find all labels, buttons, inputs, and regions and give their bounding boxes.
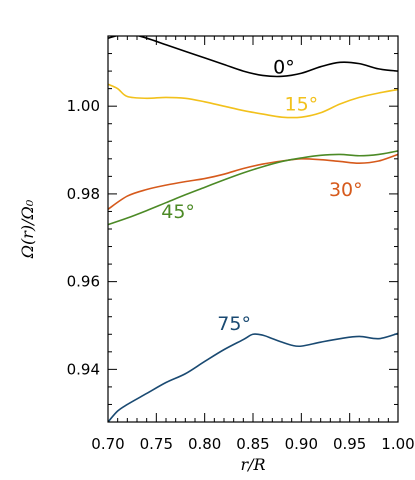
series-label-4: 75°	[217, 313, 251, 335]
series-line-0	[108, 36, 398, 78]
x-tick-label: 0.80	[188, 435, 221, 453]
series-label-1: 15°	[284, 94, 318, 116]
series-lines	[108, 36, 398, 422]
x-tick-label: 0.85	[236, 435, 269, 453]
y-tick-label: 1.00	[67, 97, 100, 115]
series-line-3	[108, 150, 398, 226]
series-label-0: 0°	[273, 56, 295, 78]
series-line-2	[108, 153, 398, 210]
tick-labels: 0.70 0.75 0.80 0.85 0.90 0.95 1.00 0.94 0.96 0.98…	[67, 97, 415, 453]
series-line-4	[108, 332, 398, 422]
x-tick-label: 0.90	[285, 435, 318, 453]
series-line-1	[108, 83, 398, 119]
x-tick-label: 1.00	[381, 435, 414, 453]
plot-frame	[107, 35, 399, 423]
x-tick-label: 0.75	[140, 435, 173, 453]
y-axis-title: Ω(r)/Ω₀	[18, 199, 37, 259]
series-label-2: 30°	[329, 179, 363, 201]
x-axis-title: r/R	[240, 455, 265, 474]
y-tick-label: 0.94	[67, 360, 100, 378]
x-tick-label: 0.70	[91, 435, 124, 453]
series-annotations: 0° 15° 30° 45° 75°	[161, 56, 362, 335]
y-tick-label: 0.98	[67, 185, 100, 203]
y-tick-label: 0.96	[67, 273, 100, 291]
series-label-3: 45°	[161, 201, 195, 223]
x-tick-label: 0.95	[333, 435, 366, 453]
